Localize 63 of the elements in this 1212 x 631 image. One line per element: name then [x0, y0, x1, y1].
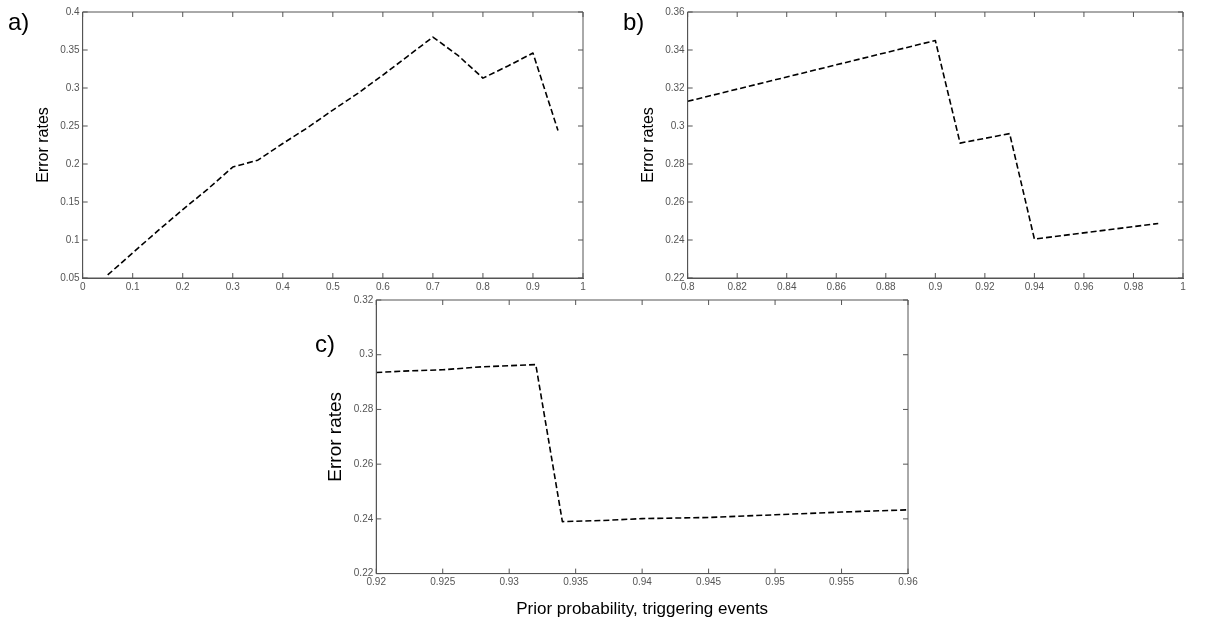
x-tick-label: 0.88: [876, 280, 896, 292]
x-tick-label: 0.96: [1074, 280, 1095, 292]
y-tick-label: 0.15: [60, 195, 81, 207]
x-tick-label: 0.1: [125, 280, 141, 292]
x-tick-label: 0.4: [275, 280, 291, 292]
x-tick-label: 0.94: [1024, 280, 1045, 292]
y-tick-label: 0.28: [353, 403, 374, 415]
x-tick-label: 0.3: [225, 280, 241, 292]
x-tick-label: 0.82: [727, 280, 748, 292]
y-tick-label: 0.3: [359, 348, 374, 360]
y-tick-label: 0.32: [665, 81, 686, 93]
x-tick-label: 1: [1180, 280, 1187, 292]
y-tick-label: 0.3: [65, 81, 81, 93]
x-tick-label: 0.5: [325, 280, 341, 292]
y-tick-label: 0.3: [670, 119, 686, 131]
y-tick-label: 0.36: [665, 5, 686, 17]
y-tick-label: 0.4: [65, 5, 81, 17]
y-tick-label: 0.25: [60, 119, 81, 131]
x-tick-label: 0.96: [898, 576, 919, 588]
x-tick-label: 0.8: [475, 280, 491, 292]
x-tick-label: 0.9: [526, 280, 541, 292]
y-axis-title: Error rates: [639, 107, 657, 183]
line-series: [376, 363, 908, 523]
chart-title: b): [623, 8, 645, 36]
x-tick-label: 0.955: [829, 576, 855, 588]
x-tick-label: 0.945: [696, 576, 722, 588]
x-tick-label: 0.2: [175, 280, 191, 292]
x-tick-label: 0.94: [632, 576, 653, 588]
x-tick-label: 0.93: [499, 576, 520, 588]
x-tick-label: 0.84: [777, 280, 797, 292]
x-tick-label: 0.95: [765, 576, 786, 588]
x-tick-label: 0.9: [928, 280, 943, 292]
y-tick-label: 0.34: [665, 43, 686, 55]
y-tick-label: 0.26: [353, 457, 374, 469]
y-tick-label: 0.28: [665, 157, 686, 169]
x-axis-title: Prior probability, triggering events: [516, 599, 769, 619]
y-tick-label: 0.24: [353, 512, 374, 524]
x-tick-label: 0.92: [366, 576, 387, 588]
y-tick-label: 0.26: [665, 195, 686, 207]
x-tick-label: 1: [580, 280, 587, 292]
x-tick-label: 0.86: [826, 280, 847, 292]
x-tick-label: 0.6: [375, 280, 391, 292]
y-axis-title: Error rates: [323, 391, 345, 482]
x-tick-label: 0.925: [430, 576, 456, 588]
x-tick-label: 0.98: [1123, 280, 1144, 292]
y-tick-label: 0.22: [665, 271, 686, 283]
chart-title: a): [8, 8, 30, 36]
x-tick-label: 0.7: [425, 280, 441, 292]
y-tick-label: 0.35: [60, 43, 81, 55]
x-tick-label: 0.935: [563, 576, 589, 588]
y-axis-title: Error rates: [34, 107, 52, 183]
text: c): [315, 330, 335, 358]
y-tick-label: 0.22: [353, 567, 374, 579]
y-tick-label: 0.2: [65, 157, 81, 169]
x-tick-label: 0: [79, 280, 86, 292]
line-series: [687, 39, 1160, 240]
y-tick-label: 0.1: [65, 233, 81, 245]
y-tick-label: 0.05: [60, 271, 81, 283]
y-tick-label: 0.24: [665, 233, 686, 245]
x-tick-label: 0.8: [680, 280, 696, 292]
x-tick-label: 0.92: [975, 280, 996, 292]
line-series: [106, 36, 559, 276]
y-tick-label: 0.32: [353, 293, 374, 305]
